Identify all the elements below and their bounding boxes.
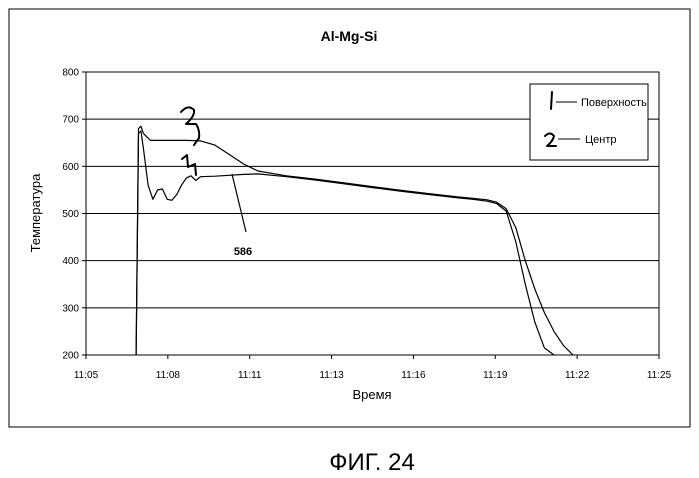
x-tick-label: 11:25 xyxy=(647,370,672,381)
y-tick-label: 300 xyxy=(62,303,79,314)
legend-handwritten-1 xyxy=(551,92,552,109)
y-tick-label: 700 xyxy=(62,115,79,126)
annotation-586-label: 586 xyxy=(234,246,252,258)
x-tick-label: 11:13 xyxy=(319,370,344,381)
x-axis-label: Время xyxy=(352,387,391,402)
y-tick-label: 600 xyxy=(62,162,79,173)
x-tick-label: 11:08 xyxy=(156,370,181,381)
chart-title: Al-Mg-Si xyxy=(321,28,378,44)
y-tick-label: 800 xyxy=(62,68,79,79)
figure-caption: ФИГ. 24 xyxy=(329,449,415,476)
legend-box xyxy=(530,84,648,160)
x-tick-label: 11:22 xyxy=(565,370,590,381)
x-tick-label: 11:16 xyxy=(401,370,426,381)
legend-label-center: Центр xyxy=(585,134,617,146)
y-axis-label: Температура xyxy=(28,173,43,253)
x-tick-label: 11:19 xyxy=(483,370,508,381)
y-tick-label: 400 xyxy=(62,256,79,267)
x-tick-label: 11:05 xyxy=(74,370,99,381)
y-tick-label: 200 xyxy=(62,351,79,362)
y-tick-label: 500 xyxy=(62,209,79,220)
x-tick-label: 11:11 xyxy=(238,370,262,381)
legend-label-surface: Поверхность xyxy=(581,97,647,109)
legend: Поверхность Центр xyxy=(530,84,648,160)
